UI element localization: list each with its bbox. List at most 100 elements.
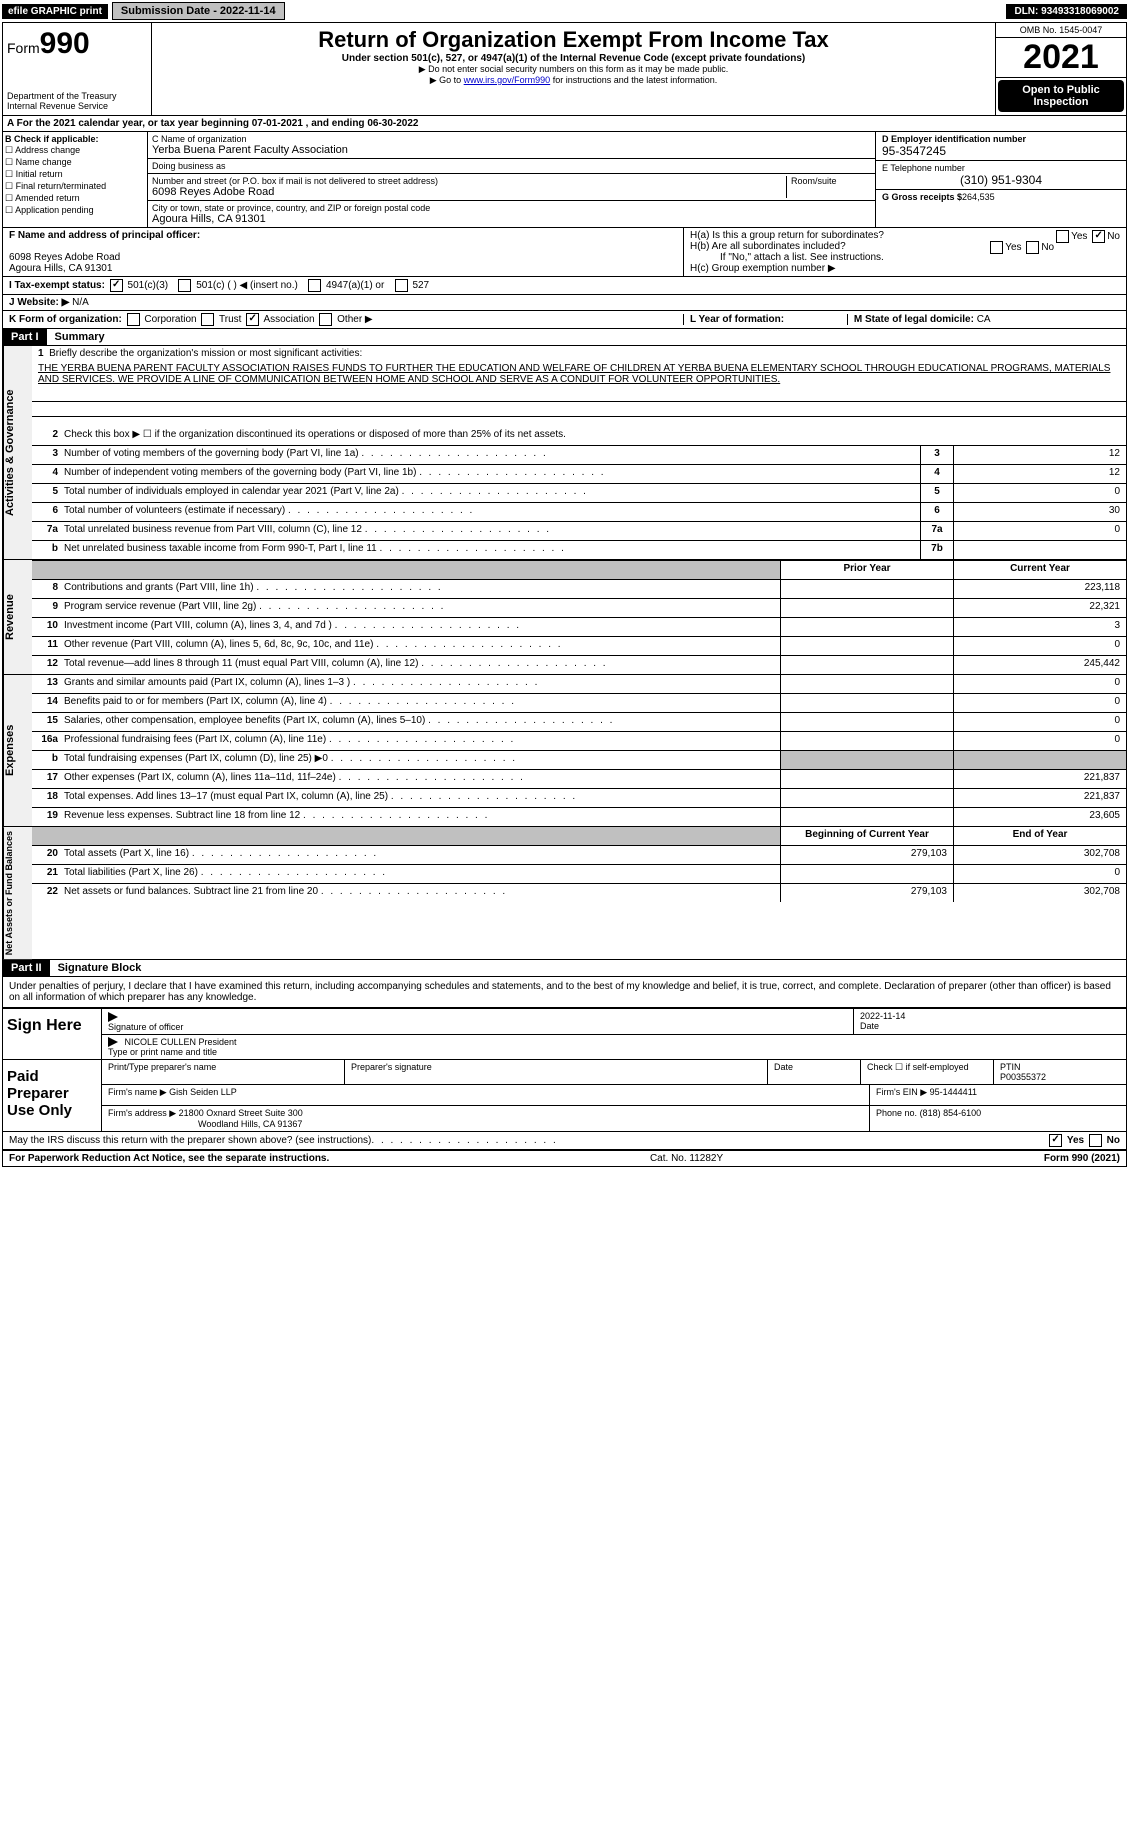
ha-yesno: Yes ✓No bbox=[1054, 230, 1120, 243]
chk-initial-return[interactable]: ☐ Initial return bbox=[5, 169, 145, 180]
line-value: 0 bbox=[953, 522, 1126, 540]
firm-ein-cell: Firm's EIN ▶ 95-1444411 bbox=[870, 1085, 1126, 1105]
line-num: 13 bbox=[32, 675, 62, 693]
block-bc: B Check if applicable: ☐ Address change … bbox=[3, 132, 1126, 228]
row-m-label: M State of legal domicile: bbox=[854, 314, 974, 325]
curr-value: 221,837 bbox=[953, 770, 1126, 788]
sig-date-value: 2022-11-14 bbox=[860, 1011, 905, 1021]
prior-value bbox=[780, 808, 953, 826]
declaration-text: Under penalties of perjury, I declare th… bbox=[3, 977, 1126, 1009]
chk-4947[interactable] bbox=[308, 279, 321, 292]
chk-address-change[interactable]: ☐ Address change bbox=[5, 145, 145, 156]
line-num: 10 bbox=[32, 618, 62, 636]
line-num: 21 bbox=[32, 865, 62, 883]
sig-name-label: Type or print name and title bbox=[108, 1047, 217, 1057]
chk-501c[interactable] bbox=[178, 279, 191, 292]
part2-title: Signature Block bbox=[50, 962, 142, 974]
line-14: 14Benefits paid to or for members (Part … bbox=[32, 694, 1126, 713]
line-desc: Professional fundraising fees (Part IX, … bbox=[62, 732, 780, 750]
prep-sig-label: Preparer's signature bbox=[345, 1060, 768, 1084]
line-b: bTotal fundraising expenses (Part IX, co… bbox=[32, 751, 1126, 770]
line-22: 22Net assets or fund balances. Subtract … bbox=[32, 884, 1126, 902]
chk-other[interactable] bbox=[319, 313, 332, 326]
line-desc: Net unrelated business taxable income fr… bbox=[62, 541, 920, 559]
line-num: 9 bbox=[32, 599, 62, 617]
opt-4947: 4947(a)(1) or bbox=[326, 280, 384, 291]
inspection-badge: Open to Public Inspection bbox=[998, 80, 1124, 112]
irs-link[interactable]: www.irs.gov/Form990 bbox=[464, 75, 551, 85]
prior-value bbox=[780, 865, 953, 883]
firm-ein-label: Firm's EIN ▶ bbox=[876, 1087, 927, 1097]
prior-value bbox=[780, 713, 953, 731]
discuss-no[interactable] bbox=[1089, 1134, 1102, 1147]
chk-501c3[interactable]: ✓ bbox=[110, 279, 123, 292]
officer-addr1: 6098 Reyes Adobe Road bbox=[9, 252, 120, 263]
row-i-label: I Tax-exempt status: bbox=[9, 280, 105, 291]
footer-left: For Paperwork Reduction Act Notice, see … bbox=[9, 1153, 329, 1164]
line-desc: Program service revenue (Part VIII, line… bbox=[62, 599, 780, 617]
submission-date-button[interactable]: Submission Date - 2022-11-14 bbox=[112, 2, 285, 20]
part1-badge: Part I bbox=[3, 329, 47, 345]
chk-527[interactable] bbox=[395, 279, 408, 292]
line-num: 16a bbox=[32, 732, 62, 750]
cell-gross: G Gross receipts $264,535 bbox=[876, 190, 1126, 204]
line2-desc: Check this box ▶ ☐ if the organization d… bbox=[62, 427, 1126, 445]
footer-mid: Cat. No. 11282Y bbox=[329, 1153, 1044, 1164]
hb-no[interactable] bbox=[1026, 241, 1039, 254]
discuss-yes[interactable]: ✓ bbox=[1049, 1134, 1062, 1147]
hb-yes[interactable] bbox=[990, 241, 1003, 254]
netassets-body: Beginning of Current Year End of Year 20… bbox=[32, 827, 1126, 959]
line-num: 11 bbox=[32, 637, 62, 655]
opt-assoc: Association bbox=[263, 314, 314, 325]
line-desc: Benefits paid to or for members (Part IX… bbox=[62, 694, 780, 712]
prior-value bbox=[780, 732, 953, 750]
note2-post: for instructions and the latest informat… bbox=[550, 75, 717, 85]
firm-phone-cell: Phone no. (818) 854-6100 bbox=[870, 1106, 1126, 1131]
line-desc: Total fundraising expenses (Part IX, col… bbox=[62, 751, 780, 769]
hb-label: H(b) Are all subordinates included? bbox=[690, 241, 846, 252]
sig-name-value: NICOLE CULLEN President bbox=[125, 1037, 237, 1047]
hb-note: If "No," attach a list. See instructions… bbox=[690, 252, 1120, 263]
org-name-label: C Name of organization bbox=[152, 134, 247, 144]
chk-name-change[interactable]: ☐ Name change bbox=[5, 157, 145, 168]
sig-name-cell: NICOLE CULLEN President Type or print na… bbox=[102, 1035, 1126, 1060]
curr-value: 302,708 bbox=[953, 884, 1126, 902]
sig-line-2: NICOLE CULLEN President Type or print na… bbox=[102, 1035, 1126, 1060]
sign-here-label: Sign Here bbox=[3, 1009, 101, 1059]
omb-label: OMB No. 1545-0047 bbox=[996, 23, 1126, 38]
line-desc: Total expenses. Add lines 13–17 (must eq… bbox=[62, 789, 780, 807]
line-desc: Revenue less expenses. Subtract line 18 … bbox=[62, 808, 780, 826]
end-year-hdr: End of Year bbox=[953, 827, 1126, 845]
curr-value: 302,708 bbox=[953, 846, 1126, 864]
line-desc: Other revenue (Part VIII, column (A), li… bbox=[62, 637, 780, 655]
curr-value: 221,837 bbox=[953, 789, 1126, 807]
line-19: 19Revenue less expenses. Subtract line 1… bbox=[32, 808, 1126, 826]
chk-final-return[interactable]: ☐ Final return/terminated bbox=[5, 181, 145, 192]
ha-yes[interactable] bbox=[1056, 230, 1069, 243]
prior-value bbox=[780, 656, 953, 674]
mission-text: THE YERBA BUENA PARENT FACULTY ASSOCIATI… bbox=[32, 361, 1126, 387]
chk-amended[interactable]: ☐ Amended return bbox=[5, 193, 145, 204]
arrow-icon bbox=[108, 1012, 118, 1022]
opt-corp: Corporation bbox=[144, 314, 196, 325]
irs-label: Internal Revenue Service bbox=[7, 101, 147, 111]
gov-line-5: 5Total number of individuals employed in… bbox=[32, 484, 1126, 503]
firm-name-value: Gish Seiden LLP bbox=[169, 1087, 237, 1097]
footer-row: For Paperwork Reduction Act Notice, see … bbox=[3, 1151, 1126, 1166]
ha-no[interactable]: ✓ bbox=[1092, 230, 1105, 243]
chk-association[interactable]: ✓ bbox=[246, 313, 259, 326]
dept-label: Department of the Treasury bbox=[7, 91, 147, 101]
curr-value: 23,605 bbox=[953, 808, 1126, 826]
curr-value: 0 bbox=[953, 865, 1126, 883]
line-desc: Number of independent voting members of … bbox=[62, 465, 920, 483]
city-label: City or town, state or province, country… bbox=[152, 203, 430, 213]
curr-value: 0 bbox=[953, 732, 1126, 750]
chk-application-pending[interactable]: ☐ Application pending bbox=[5, 205, 145, 216]
chk-trust[interactable] bbox=[201, 313, 214, 326]
header-left: Form990 Department of the Treasury Inter… bbox=[3, 23, 152, 115]
chk-corporation[interactable] bbox=[127, 313, 140, 326]
governance-body: 1 Briefly describe the organization's mi… bbox=[32, 346, 1126, 559]
firm-addr1: 21800 Oxnard Street Suite 300 bbox=[179, 1108, 303, 1118]
col-b-checkboxes: B Check if applicable: ☐ Address change … bbox=[3, 132, 148, 227]
line-num: b bbox=[32, 541, 62, 559]
